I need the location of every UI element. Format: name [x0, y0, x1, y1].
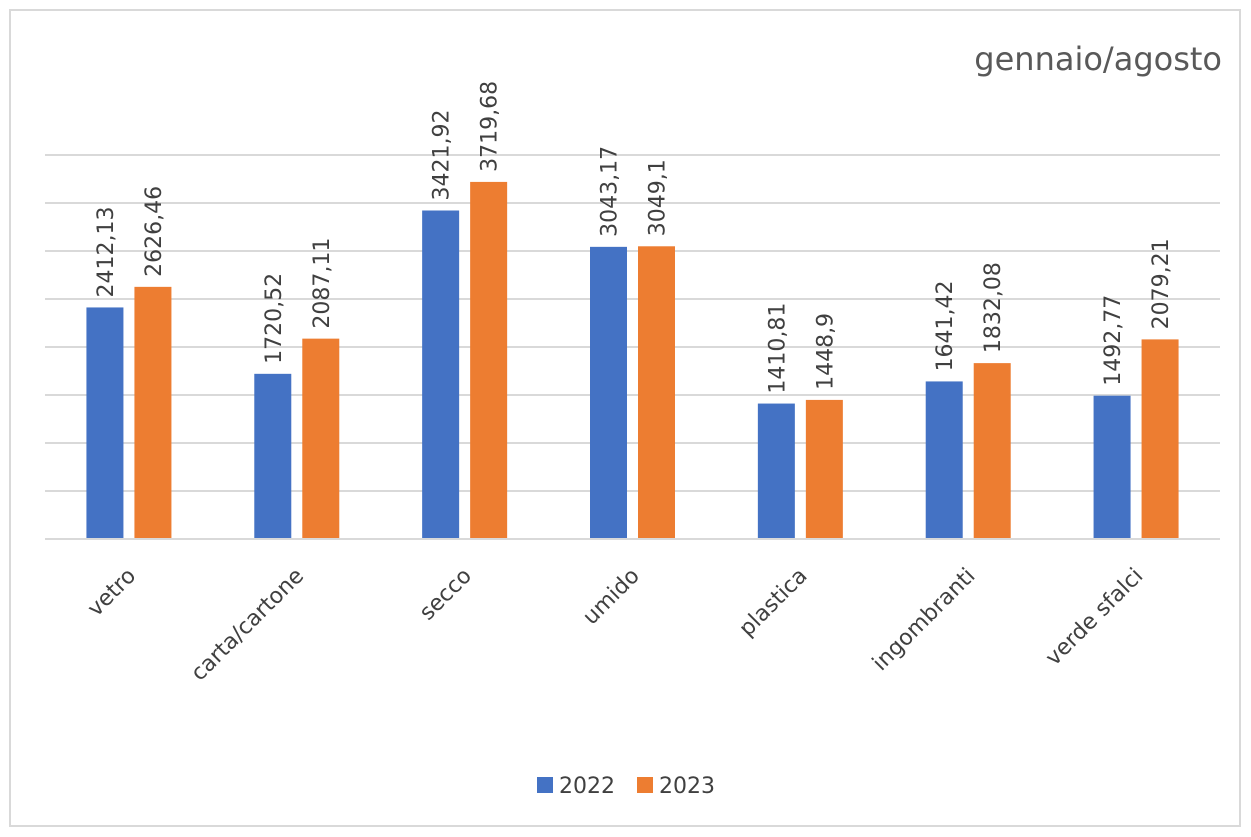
legend-label: 2022	[559, 774, 615, 799]
value-label: 2412,13	[94, 206, 119, 297]
bar	[1141, 339, 1179, 539]
value-label: 1410,81	[765, 303, 790, 394]
value-label: 1720,52	[262, 273, 287, 364]
bar	[590, 246, 627, 539]
bar	[925, 381, 963, 539]
value-label: 1492,77	[1101, 295, 1126, 386]
legend-swatch	[637, 777, 653, 793]
bar	[973, 363, 1011, 539]
bar	[470, 181, 508, 540]
bar	[805, 399, 843, 539]
value-label: 3719,68	[478, 81, 503, 172]
value-label: 3421,92	[430, 110, 455, 201]
bar	[134, 286, 172, 539]
bar	[1093, 395, 1131, 539]
bar	[638, 246, 675, 539]
value-label: 3049,1	[646, 159, 671, 236]
value-label: 3043,17	[598, 146, 623, 237]
bar	[86, 307, 124, 539]
bar	[302, 338, 340, 539]
value-label: 1641,42	[933, 280, 958, 371]
bar	[422, 210, 460, 540]
value-label: 1448,9	[813, 313, 838, 390]
bar	[757, 403, 795, 539]
legend-swatch	[537, 777, 553, 793]
value-label: 1832,08	[981, 262, 1006, 353]
chart-title: gennaio/agosto	[974, 40, 1222, 78]
value-label: 2079,21	[1149, 238, 1174, 329]
legend-label: 2023	[659, 774, 715, 799]
value-label: 2626,46	[142, 186, 167, 277]
value-label: 2087,11	[310, 238, 335, 329]
bar	[254, 373, 292, 539]
